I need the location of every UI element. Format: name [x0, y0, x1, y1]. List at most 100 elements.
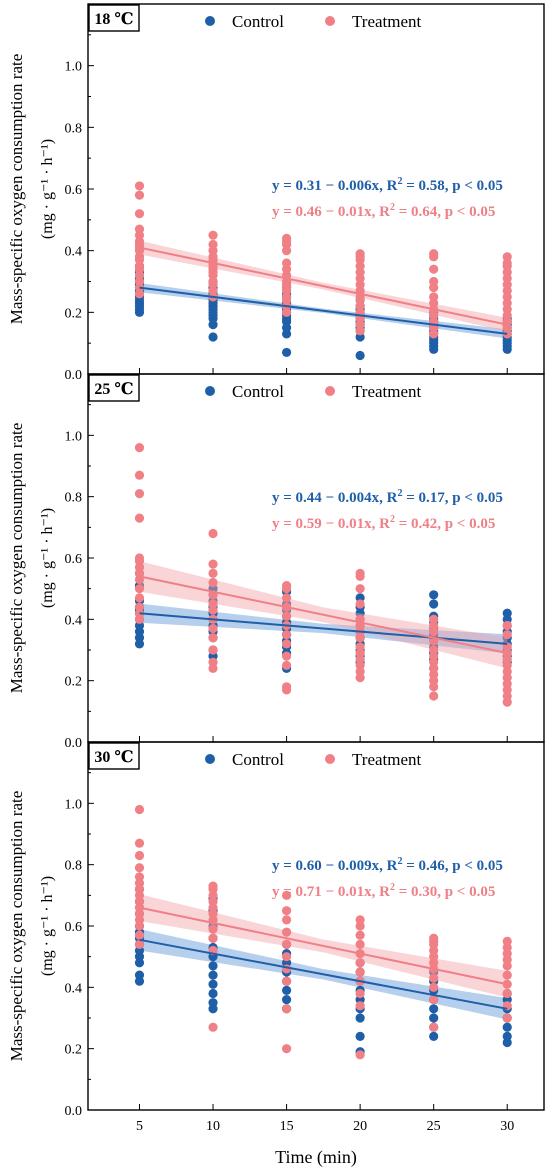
- data-point-control: [281, 347, 292, 358]
- plot-frame: [87, 373, 545, 743]
- legend-label-control: Control: [232, 382, 284, 401]
- data-point-treatment: [355, 599, 365, 609]
- x-tick-label: 25: [427, 1119, 441, 1134]
- regression-line-control: [139, 938, 508, 1010]
- y-tick-label: 0.4: [65, 245, 83, 260]
- data-point-control: [208, 988, 218, 999]
- data-point-control: [502, 608, 512, 618]
- data-point-treatment: [134, 584, 145, 594]
- data-point-treatment: [429, 249, 439, 259]
- data-point-treatment: [502, 970, 512, 980]
- data-point-control: [429, 599, 439, 609]
- data-point-treatment: [208, 568, 218, 578]
- data-point-treatment: [281, 915, 292, 925]
- data-point-treatment: [208, 559, 218, 569]
- x-axis-title: Time (min): [275, 1147, 357, 1168]
- legend-label-treatment: Treatment: [352, 12, 422, 31]
- data-point-control: [208, 998, 218, 1008]
- data-point-treatment: [502, 252, 512, 262]
- legend-label-control: Control: [232, 750, 284, 769]
- regression-line-treatment: [139, 906, 508, 986]
- data-point-control: [281, 985, 292, 996]
- panel-label-text: 18 ℃: [94, 11, 133, 28]
- data-point-control: [429, 1013, 439, 1023]
- data-point-treatment: [429, 645, 439, 655]
- data-point-treatment: [281, 233, 292, 243]
- data-point-treatment: [355, 1001, 365, 1011]
- y-tick-label: 0.8: [65, 859, 83, 874]
- data-point-treatment: [281, 682, 292, 692]
- data-point-treatment: [355, 915, 365, 925]
- plot-frame: [87, 741, 545, 1111]
- data-point-treatment: [134, 872, 145, 882]
- data-point-treatment: [502, 620, 512, 631]
- data-point-treatment: [134, 209, 145, 219]
- data-point-treatment: [502, 988, 512, 999]
- data-point-control: [208, 970, 218, 980]
- data-point-treatment: [134, 224, 145, 234]
- y-tick-label: 1.0: [65, 797, 83, 812]
- y-tick-label: 0.0: [65, 1104, 83, 1119]
- regression-line-control: [139, 286, 508, 335]
- y-tick-label: 0.8: [65, 121, 83, 136]
- data-point-treatment: [355, 988, 365, 999]
- data-point-treatment: [502, 630, 512, 640]
- data-point-treatment: [134, 939, 145, 950]
- data-point-treatment: [429, 995, 439, 1005]
- data-point-treatment: [355, 939, 365, 950]
- data-point-treatment: [429, 276, 439, 287]
- data-point-treatment: [355, 584, 365, 594]
- data-point-treatment: [208, 924, 218, 934]
- data-point-treatment: [134, 863, 145, 873]
- data-point-control: [502, 1022, 512, 1032]
- x-tick-label: 15: [280, 1119, 294, 1134]
- x-tick-label: 20: [353, 1119, 367, 1134]
- data-point-treatment: [355, 568, 365, 578]
- y-axis-unit: (mg · g⁻¹ · h⁻¹): [39, 139, 56, 239]
- data-point-treatment: [355, 958, 365, 968]
- y-tick-label: 0.8: [65, 491, 83, 506]
- data-point-control: [208, 961, 218, 971]
- data-point-treatment: [281, 906, 292, 916]
- data-point-treatment: [281, 939, 292, 950]
- data-point-treatment: [429, 982, 439, 992]
- data-point-control: [281, 995, 292, 1005]
- data-point-treatment: [429, 292, 439, 302]
- data-point-treatment: [281, 952, 292, 962]
- data-point-treatment: [208, 230, 218, 240]
- equation-control: y = 0.60 − 0.009x, R2 = 0.46, p < 0.05: [272, 856, 503, 874]
- legend-marker-treatment: [325, 754, 335, 764]
- data-point-treatment: [281, 660, 292, 670]
- y-axis-unit: (mg · g⁻¹ · h⁻¹): [39, 508, 56, 608]
- y-tick-label: 0.0: [65, 736, 83, 751]
- data-point-treatment: [281, 639, 292, 649]
- data-point-treatment: [281, 258, 292, 268]
- data-point-treatment: [429, 264, 439, 274]
- x-tick-label: 5: [136, 1119, 143, 1134]
- x-tick-label: 30: [500, 1119, 514, 1134]
- data-point-treatment: [208, 633, 218, 643]
- data-point-treatment: [281, 1044, 292, 1054]
- data-point-treatment: [429, 691, 439, 701]
- legend-label-treatment: Treatment: [352, 382, 422, 401]
- legend-marker-control: [205, 386, 215, 396]
- panel-label-text: 30 ℃: [94, 749, 133, 766]
- y-tick-label: 0.2: [65, 675, 83, 690]
- y-tick-label: 0.2: [65, 1043, 83, 1058]
- legend-label-control: Control: [232, 12, 284, 31]
- legend-label-treatment: Treatment: [352, 750, 422, 769]
- panel-1: 0.0 0.2 0.4 0.6 0.8 1.0 Mass-specific oxygen c…: [7, 3, 545, 383]
- regression-line-treatment: [139, 246, 508, 326]
- equation-treatment: y = 0.71 − 0.01x, R2 = 0.30, p < 0.05: [272, 882, 495, 900]
- data-point-treatment: [134, 513, 145, 523]
- panel-2: 0.0 0.2 0.4 0.6 0.8 1.0 Mass-specific oxygen c…: [7, 373, 545, 751]
- y-tick-label: 0.4: [65, 613, 83, 628]
- data-point-treatment: [429, 973, 439, 983]
- panel-label-box: [88, 742, 140, 770]
- data-point-control: [502, 1031, 512, 1041]
- data-point-treatment: [281, 611, 292, 621]
- data-point-control: [134, 970, 145, 980]
- legend-marker-treatment: [325, 16, 335, 26]
- data-point-treatment: [281, 581, 292, 591]
- data-point-control: [208, 332, 218, 342]
